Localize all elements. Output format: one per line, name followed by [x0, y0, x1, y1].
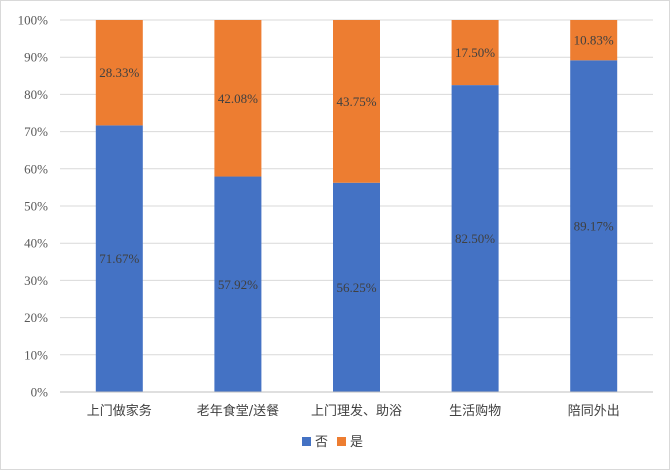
y-tick-label: 20% — [24, 310, 48, 325]
legend-label: 是 — [350, 435, 363, 450]
y-tick-label: 30% — [24, 273, 48, 288]
x-category-label: 陪同外出 — [568, 404, 620, 419]
y-tick-label: 50% — [24, 199, 48, 214]
x-category-label: 上门理发、助浴 — [311, 403, 402, 419]
bar-no — [570, 60, 618, 393]
bar-yes — [451, 20, 499, 86]
bar-no — [333, 182, 380, 392]
data-label: 10.83% — [574, 33, 614, 48]
y-tick-label: 80% — [24, 87, 48, 102]
bar-no — [214, 176, 262, 392]
data-label: 71.67% — [99, 251, 139, 266]
y-tick-label: 60% — [24, 161, 48, 176]
y-axis-ticks: 0% 10% 20% 30% 40% 50% 60% 70% 80% 90% 100% — [18, 13, 49, 400]
legend: 否是 — [302, 435, 363, 450]
x-category-label: 老年食堂/送餐 — [197, 403, 279, 419]
bar-no — [95, 125, 143, 392]
y-tick-label: 0% — [31, 385, 49, 400]
x-axis: 上门做家务 老年食堂/送餐 上门理发、助浴 生活购物 陪同外出 — [60, 391, 653, 419]
x-category-label: 生活购物 — [449, 403, 501, 419]
bars — [95, 20, 618, 393]
y-tick-label: 70% — [24, 124, 48, 139]
data-label: 57.92% — [218, 277, 258, 292]
data-label: 56.25% — [336, 280, 376, 295]
y-tick-label: 90% — [24, 50, 48, 65]
bar-yes — [95, 20, 143, 126]
y-tick-label: 10% — [24, 347, 48, 362]
data-label: 28.33% — [99, 65, 139, 80]
data-label: 17.50% — [455, 45, 495, 60]
data-labels: 71.67% 28.33% 57.92% 42.08% 56.25% 43.75% 82.5… — [99, 33, 614, 295]
bar-yes — [214, 20, 262, 177]
legend-swatch-no — [302, 437, 311, 446]
bar-no — [451, 85, 499, 392]
data-label: 89.17% — [574, 219, 614, 234]
y-tick-label: 40% — [24, 236, 48, 251]
x-category-label: 上门做家务 — [87, 403, 152, 419]
legend-label: 否 — [315, 435, 328, 450]
bar-yes — [570, 20, 618, 61]
legend-swatch-yes — [337, 437, 346, 446]
data-label: 82.50% — [455, 231, 495, 246]
y-tick-label: 100% — [18, 13, 49, 28]
bar-yes — [333, 20, 380, 183]
data-label: 42.08% — [218, 91, 258, 106]
data-label: 43.75% — [336, 94, 376, 109]
